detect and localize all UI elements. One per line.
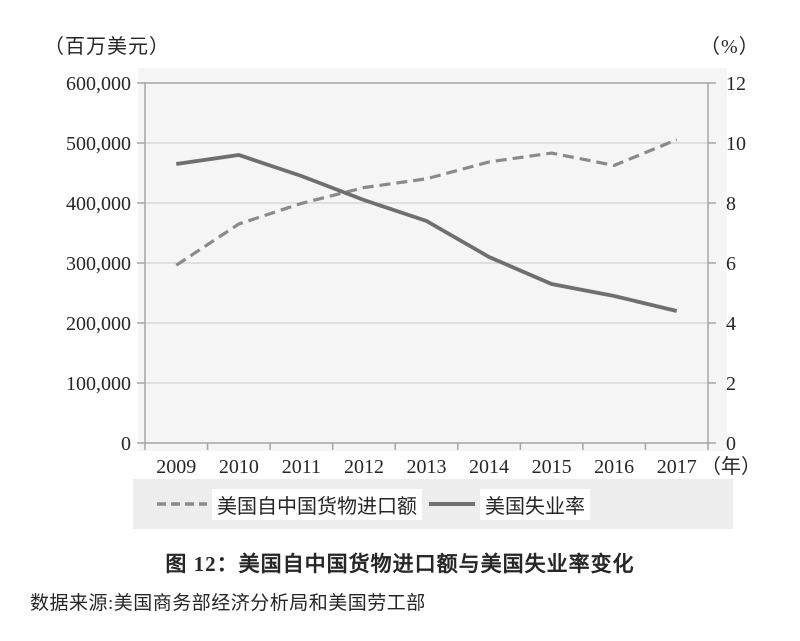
y-right-tick-label: 0: [726, 433, 736, 455]
x-tick-label: 2013: [407, 456, 447, 478]
y-right-tick-label: 4: [726, 313, 736, 335]
solid-line-swatch-icon: [429, 502, 475, 506]
y-right-tick-label: 10: [726, 133, 746, 155]
legend-item-imports: 美国自中国货物进口额: [156, 488, 422, 520]
right-axis-unit-label: （%）: [700, 36, 760, 58]
dashed-line-swatch-icon: [157, 502, 207, 506]
legend-label-imports: 美国自中国货物进口额: [212, 488, 422, 520]
legend-item-unemployment: 美国失业率: [428, 488, 590, 520]
x-tick-label: 2015: [532, 456, 572, 478]
data-source-note: 数据来源:美国商务部经济分析局和美国劳工部: [30, 593, 426, 614]
legend-label-unemployment: 美国失业率: [480, 488, 590, 520]
x-tick-label: 2014: [469, 456, 509, 478]
y-right-tick-label: 8: [726, 193, 736, 215]
y-left-tick-label: 500,000: [66, 133, 131, 155]
x-tick-label: 2017: [657, 456, 697, 478]
x-axis-unit-label: （年）: [701, 455, 761, 478]
y-left-tick-label: 200,000: [66, 313, 131, 335]
x-tick-label: 2009: [156, 456, 196, 478]
y-right-tick-label: 2: [726, 373, 736, 395]
x-tick-label: 2016: [594, 456, 634, 478]
x-tick-label: 2011: [282, 456, 321, 478]
y-right-tick-label: 12: [726, 73, 746, 95]
figure-caption: 图 12：美国自中国货物进口额与美国失业率变化: [165, 552, 635, 576]
plot-background: [138, 68, 727, 451]
x-tick-label: 2012: [344, 456, 384, 478]
y-left-tick-label: 300,000: [66, 253, 131, 275]
series-line-unemployment: [176, 153, 678, 313]
y-left-tick-label: 400,000: [66, 193, 131, 215]
left-axis-unit-label: （百万美元）: [44, 36, 170, 58]
plot-frame: [144, 82, 709, 444]
y-right-tick-label: 6: [726, 253, 736, 275]
y-left-tick-label: 0: [121, 433, 131, 455]
x-tick-label: 2010: [219, 456, 259, 478]
y-left-tick-label: 600,000: [66, 73, 131, 95]
chart-legend: 美国自中国货物进口额 美国失业率: [133, 479, 733, 529]
y-left-tick-label: 100,000: [66, 373, 131, 395]
chart-canvas: 600,000 12 500,000 10 400,000 8 300,000 6 200,00…: [66, 73, 761, 478]
